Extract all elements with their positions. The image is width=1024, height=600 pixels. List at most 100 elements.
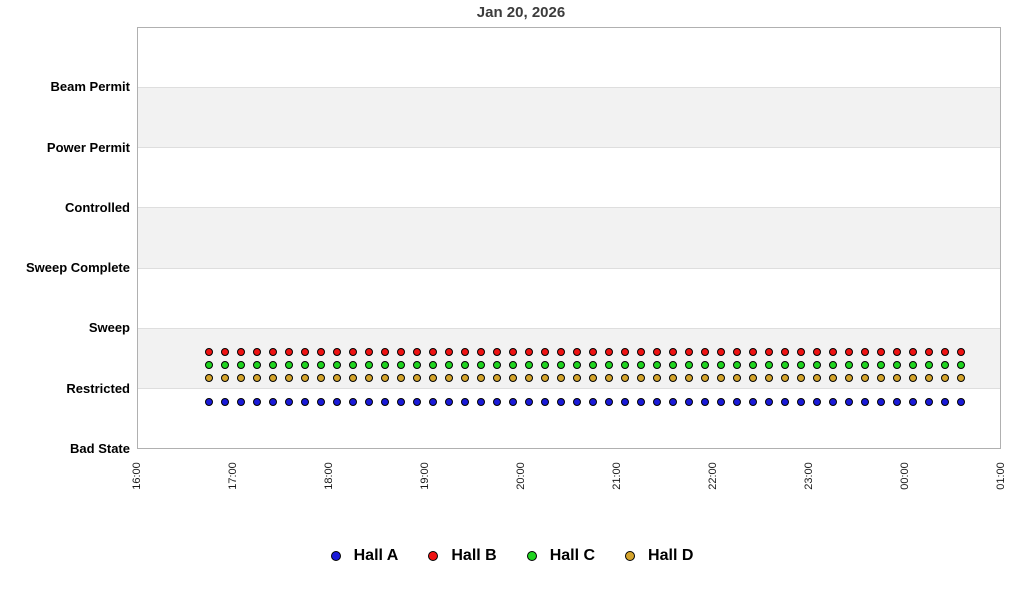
hall-b-data-point	[925, 347, 933, 356]
hall-d-data-point	[861, 373, 869, 382]
hall-b-data-point	[621, 347, 629, 356]
hall-d-data-point	[269, 373, 277, 382]
hall-b-data-point	[381, 347, 389, 356]
hall-d-data-point	[397, 373, 405, 382]
x-tick-label: 23:00	[803, 462, 815, 490]
hall-c-data-point	[733, 360, 741, 369]
category-band	[138, 328, 1000, 389]
y-axis-label-controlled: Controlled	[65, 199, 130, 215]
hall-c-data-point	[749, 360, 757, 369]
hall-b-data-point	[269, 347, 277, 356]
hall-c-data-point	[525, 360, 533, 369]
hall-b-data-point	[861, 347, 869, 356]
hall-d-data-point	[461, 373, 469, 382]
hall-c-data-point	[461, 360, 469, 369]
hall-b-data-point	[205, 347, 213, 356]
hall-c-data-point	[541, 360, 549, 369]
hall-a-data-point	[445, 398, 453, 406]
hall-b-legend-marker-icon	[428, 551, 439, 561]
hall-c-data-point	[349, 360, 357, 369]
hall-c-data-point	[701, 360, 709, 369]
hall-c-data-point	[509, 360, 517, 369]
hall-b-data-point	[461, 347, 469, 356]
hall-a-data-point	[429, 398, 437, 406]
hall-b-data-point	[685, 347, 693, 356]
hall-b-data-point	[429, 347, 437, 356]
hall-d-data-point	[477, 373, 485, 382]
hall-a-data-point	[221, 398, 229, 406]
hall-c-data-point	[813, 360, 821, 369]
hall-b-data-point	[653, 347, 661, 356]
hall-d-data-point	[413, 373, 421, 382]
legend-label: Hall A	[353, 547, 399, 564]
hall-d-data-point	[237, 373, 245, 382]
hall-c-data-point	[621, 360, 629, 369]
hall-a-data-point	[509, 398, 517, 406]
hall-c-data-point	[365, 360, 373, 369]
category-band	[138, 148, 1000, 208]
legend-item-hall-d[interactable]: Hall D	[625, 547, 693, 565]
hall-a-data-point	[461, 398, 469, 406]
hall-b-data-point	[845, 347, 853, 356]
hall-c-data-point	[381, 360, 389, 369]
hall-c-data-point	[781, 360, 789, 369]
hall-d-data-point	[349, 373, 357, 382]
hall-b-data-point	[253, 347, 261, 356]
hall-a-data-point	[333, 398, 341, 406]
hall-d-data-point	[221, 373, 229, 382]
hall-c-data-point	[717, 360, 725, 369]
hall-d-data-point	[525, 373, 533, 382]
hall-a-data-point	[749, 398, 757, 406]
hall-d-data-point	[205, 373, 213, 382]
hall-a-data-point	[797, 398, 805, 406]
hall-b-data-point	[813, 347, 821, 356]
hall-a-data-point	[893, 398, 901, 406]
hall-b-data-point	[509, 347, 517, 356]
hall-d-data-point	[493, 373, 501, 382]
hall-d-data-point	[941, 373, 949, 382]
hall-a-legend-marker-icon	[330, 551, 341, 561]
hall-d-data-point	[877, 373, 885, 382]
x-tick-label: 20:00	[515, 462, 527, 490]
hall-b-data-point	[573, 347, 581, 356]
hall-d-data-point	[637, 373, 645, 382]
hall-c-data-point	[493, 360, 501, 369]
x-tick-label: 19:00	[419, 462, 431, 490]
hall-c-data-point	[861, 360, 869, 369]
hall-b-data-point	[445, 347, 453, 356]
gridline	[138, 86, 1000, 88]
hall-d-data-point	[781, 373, 789, 382]
hall-a-data-point	[861, 398, 869, 406]
legend-item-hall-a[interactable]: Hall A	[330, 547, 399, 565]
hall-c-data-point	[653, 360, 661, 369]
hall-a-data-point	[877, 398, 885, 406]
hall-a-data-point	[413, 398, 421, 406]
hall-a-data-point	[285, 398, 293, 406]
hall-b-data-point	[285, 347, 293, 356]
hall-b-data-point	[349, 347, 357, 356]
gridline	[138, 267, 1000, 269]
hall-c-data-point	[829, 360, 837, 369]
hall-a-data-point	[653, 398, 661, 406]
hall-a-data-point	[685, 398, 693, 406]
hall-b-data-point	[525, 347, 533, 356]
hall-c-data-point	[957, 360, 965, 369]
x-tick-label: 17:00	[227, 462, 239, 490]
hall-c-data-point	[477, 360, 485, 369]
plot-area[interactable]	[137, 27, 1001, 449]
hall-c-legend-marker-icon	[526, 551, 537, 561]
legend-item-hall-c[interactable]: Hall C	[526, 547, 595, 565]
hall-a-data-point	[701, 398, 709, 406]
hall-a-data-point	[621, 398, 629, 406]
legend-item-hall-b[interactable]: Hall B	[428, 547, 497, 565]
hall-b-data-point	[477, 347, 485, 356]
hall-d-data-point	[797, 373, 805, 382]
legend: Hall A Hall B Hall C Hall D	[0, 545, 1024, 567]
legend-label: Hall D	[648, 547, 694, 564]
hall-d-data-point	[685, 373, 693, 382]
hall-b-data-point	[317, 347, 325, 356]
hall-b-data-point	[717, 347, 725, 356]
gridline	[138, 327, 1000, 329]
hall-d-data-point	[909, 373, 917, 382]
hall-c-data-point	[925, 360, 933, 369]
